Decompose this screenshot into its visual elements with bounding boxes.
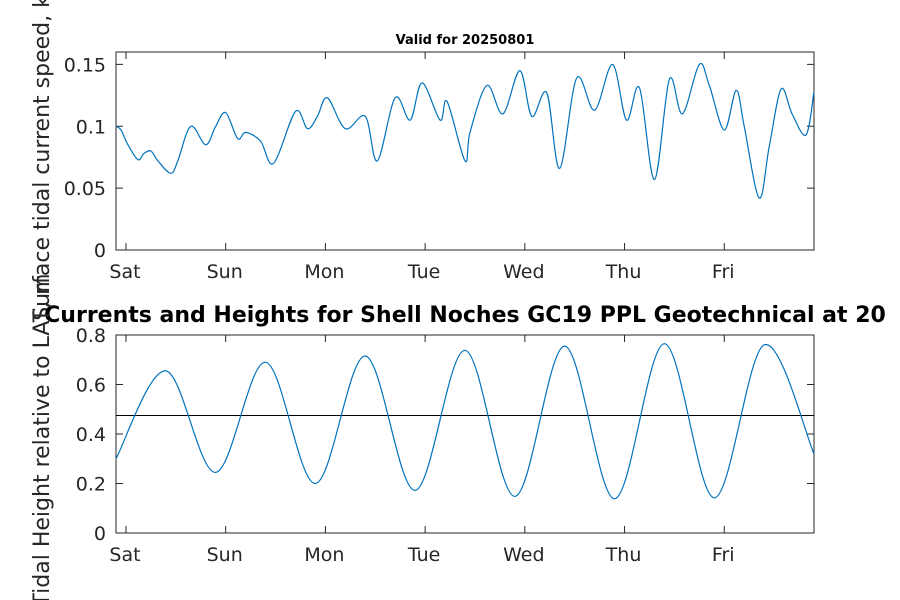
x-tick-label: Sun bbox=[207, 544, 243, 566]
height-axes-frame bbox=[115, 334, 815, 534]
height-series-line bbox=[115, 343, 815, 500]
y-tick-label: 0.2 bbox=[76, 474, 106, 496]
x-tick-label: Wed bbox=[503, 261, 544, 283]
x-tick-label: Mon bbox=[304, 261, 344, 283]
height-ylabel: Tidal Height relative to LAT, m bbox=[30, 273, 55, 600]
x-tick-label: Thu bbox=[605, 261, 642, 283]
x-tick-label: Sun bbox=[207, 261, 243, 283]
speed-ticks bbox=[116, 52, 814, 251]
speed-chart-title: Valid for 20250801 bbox=[396, 33, 535, 48]
speed-tick-labels: Sat Sun Mon Tue Wed Thu Fri 0 0.05 0.1 0.15 bbox=[64, 54, 735, 283]
speed-axes-frame bbox=[115, 51, 815, 251]
x-tick-label: Tue bbox=[407, 261, 440, 283]
height-ticks bbox=[116, 334, 814, 534]
y-tick-label: 0.6 bbox=[76, 375, 106, 397]
y-tick-label: 0.05 bbox=[64, 178, 106, 200]
x-tick-label: Thu bbox=[605, 544, 642, 566]
x-tick-label: Sat bbox=[109, 544, 140, 566]
y-tick-label: 0.4 bbox=[76, 424, 106, 446]
x-tick-label: Sat bbox=[109, 261, 140, 283]
y-tick-label: 0.15 bbox=[64, 54, 106, 76]
x-tick-label: Fri bbox=[712, 544, 735, 566]
speed-ylabel: Surface tidal current speed, kn bbox=[30, 0, 55, 321]
speed-chart: Valid for 20250801 Sat Sun Mon Tue Wed Thu Fri… bbox=[30, 0, 815, 321]
x-tick-label: Wed bbox=[503, 544, 544, 566]
x-tick-label: Fri bbox=[712, 261, 735, 283]
x-tick-label: Tue bbox=[407, 544, 440, 566]
speed-series-line bbox=[115, 62, 815, 199]
height-tick-labels: Sat Sun Mon Tue Wed Thu Fri 0 0.2 0.4 0.6 0.8 bbox=[76, 325, 735, 566]
y-tick-label: 0 bbox=[94, 523, 106, 545]
height-chart: Currents and Heights for Shell Noches GC… bbox=[30, 273, 886, 600]
y-tick-label: 0 bbox=[94, 240, 106, 262]
x-tick-label: Mon bbox=[304, 544, 344, 566]
y-tick-label: 0.1 bbox=[76, 116, 106, 138]
figure-title: Currents and Heights for Shell Noches GC… bbox=[44, 303, 886, 328]
y-tick-label: 0.8 bbox=[76, 325, 106, 347]
